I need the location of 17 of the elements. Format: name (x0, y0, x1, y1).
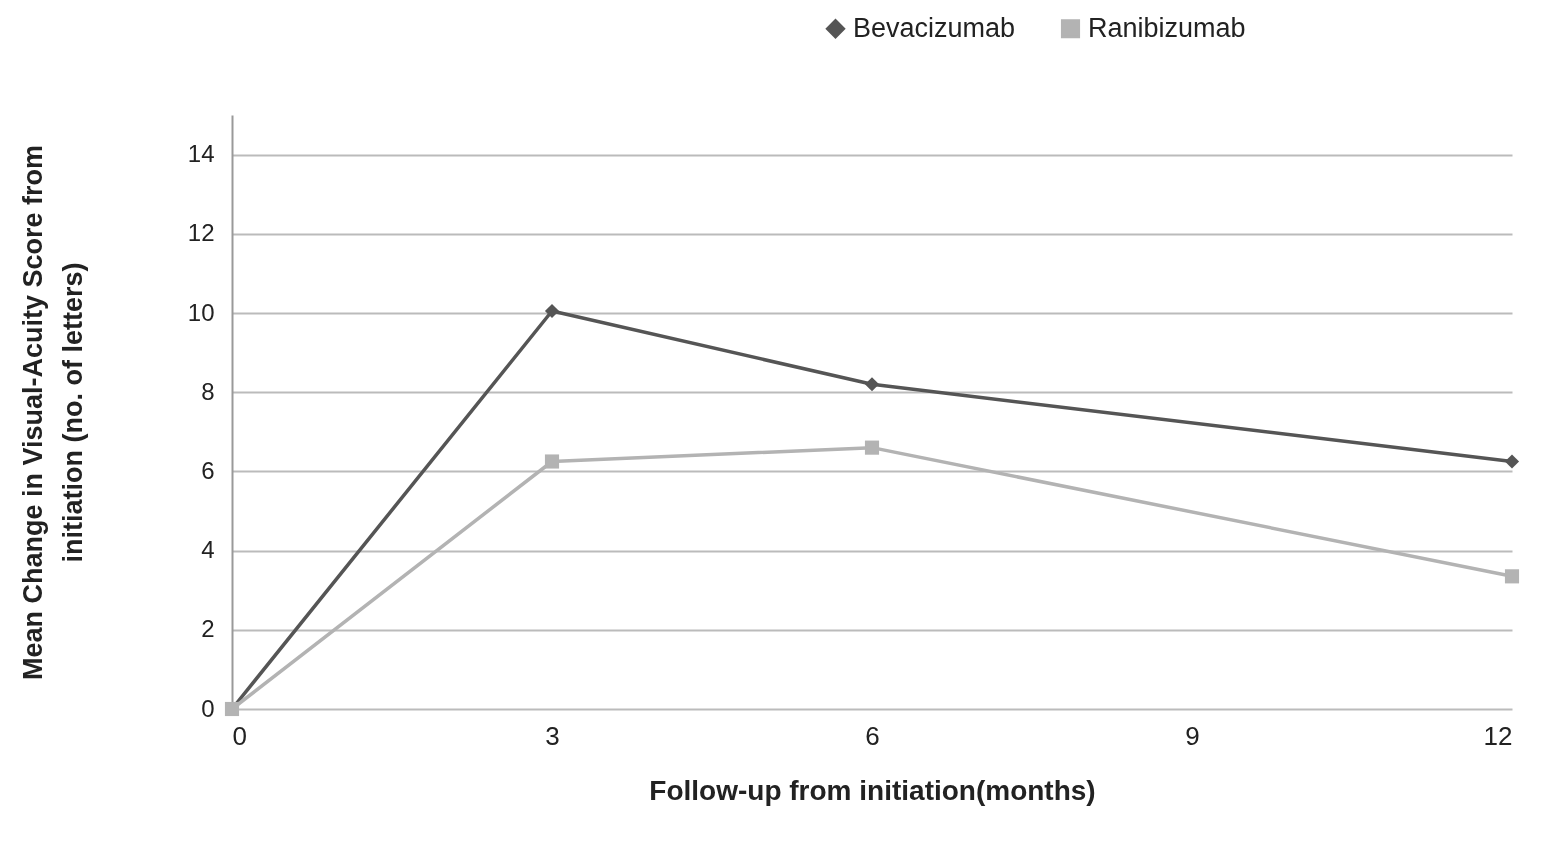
x-tick-label: 12 (1483, 720, 1513, 751)
y-tick-label: 2 (201, 615, 215, 643)
legend-label: Ranibizumab (1088, 12, 1246, 43)
x-tick-label: 3 (545, 720, 560, 751)
x-tick-label: 0 (232, 720, 247, 751)
x-tick-label: 6 (865, 720, 880, 751)
y-tick-label: 4 (201, 536, 215, 564)
y-tick-label: 10 (187, 298, 215, 326)
x-tick-label: 9 (1185, 720, 1200, 751)
x-axis-title: Follow-up from initiation(months) (649, 774, 1096, 806)
y-tick-label: 0 (201, 694, 215, 722)
y-tick-label: 12 (187, 219, 215, 247)
y-axis-title: Mean Change in Visual-Acuity Score from initiation (no. of letters) (17, 144, 88, 681)
y-tick-label: 6 (201, 456, 215, 484)
y-tick-label: 14 (187, 140, 215, 168)
y-tick-label: 8 (201, 377, 215, 405)
legend-label: Bevacizumab (853, 12, 1016, 43)
